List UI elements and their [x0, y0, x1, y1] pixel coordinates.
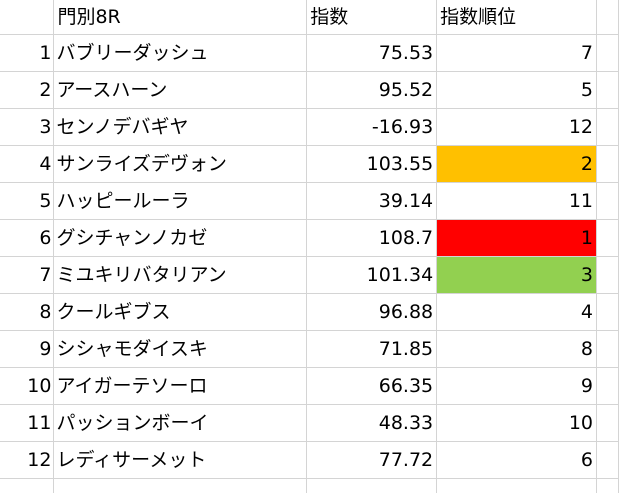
table-row: 1 バブリーダッシュ 75.53 7: [0, 34, 619, 72]
row-number-cell[interactable]: 8: [0, 293, 55, 331]
empty-cell[interactable]: [596, 145, 619, 183]
horse-name-cell[interactable]: アースハーン: [53, 71, 308, 109]
header-index-cell[interactable]: 指数: [306, 0, 438, 35]
index-rank-cell[interactable]: 5: [436, 71, 597, 109]
horse-name-cell[interactable]: レディサーメット: [53, 441, 308, 479]
row-number-cell[interactable]: 10: [0, 367, 55, 405]
table-row: 9 シシャモダイスキ 71.85 8: [0, 330, 619, 368]
empty-cell[interactable]: [596, 71, 619, 109]
index-value-cell[interactable]: 75.53: [306, 34, 438, 72]
horse-name-cell[interactable]: アイガーテソーロ: [53, 367, 308, 405]
index-rank-cell[interactable]: 4: [436, 293, 597, 331]
empty-cell[interactable]: [0, 478, 55, 493]
row-number-cell[interactable]: 7: [0, 256, 55, 294]
index-rank-cell[interactable]: 9: [436, 367, 597, 405]
index-value-cell[interactable]: 77.72: [306, 441, 438, 479]
empty-cell[interactable]: [306, 478, 438, 493]
table-row: 4 サンライズデヴォン 103.55 2: [0, 145, 619, 183]
empty-cell[interactable]: [596, 293, 619, 331]
index-rank-cell[interactable]: 12: [436, 108, 597, 146]
index-rank-cell[interactable]: 11: [436, 182, 597, 220]
header-rank-cell[interactable]: 指数順位: [436, 0, 597, 35]
horse-name-cell[interactable]: クールギブス: [53, 293, 308, 331]
horse-name-cell[interactable]: パッションボーイ: [53, 404, 308, 442]
row-number-cell[interactable]: 2: [0, 71, 55, 109]
index-value-cell[interactable]: 103.55: [306, 145, 438, 183]
row-number-cell[interactable]: 4: [0, 145, 55, 183]
index-value-cell[interactable]: 101.34: [306, 256, 438, 294]
index-value-cell[interactable]: -16.93: [306, 108, 438, 146]
table-row: 2 アースハーン 95.52 5: [0, 71, 619, 109]
empty-cell[interactable]: [596, 108, 619, 146]
table-row: 8 クールギブス 96.88 4: [0, 293, 619, 331]
index-rank-cell[interactable]: 2: [436, 145, 597, 183]
row-number-cell[interactable]: 5: [0, 182, 55, 220]
empty-cell[interactable]: [436, 478, 597, 493]
empty-cell[interactable]: [596, 219, 619, 257]
empty-cell[interactable]: [596, 0, 619, 35]
header-row: 門別8R 指数 指数順位: [0, 0, 619, 35]
index-value-cell[interactable]: 66.35: [306, 367, 438, 405]
table-row-partial: [0, 478, 619, 493]
table-row: 12 レディサーメット 77.72 6: [0, 441, 619, 479]
index-value-cell[interactable]: 96.88: [306, 293, 438, 331]
row-number-cell[interactable]: 12: [0, 441, 55, 479]
index-rank-cell[interactable]: 8: [436, 330, 597, 368]
table-row: 5 ハッピールーラ 39.14 11: [0, 182, 619, 220]
empty-cell[interactable]: [596, 478, 619, 493]
index-value-cell[interactable]: 71.85: [306, 330, 438, 368]
empty-cell[interactable]: [596, 182, 619, 220]
index-rank-cell[interactable]: 7: [436, 34, 597, 72]
header-name-cell[interactable]: 門別8R: [53, 0, 308, 35]
table-row: 10 アイガーテソーロ 66.35 9: [0, 367, 619, 405]
empty-cell[interactable]: [53, 478, 308, 493]
row-number-cell[interactable]: 6: [0, 219, 55, 257]
empty-cell[interactable]: [596, 441, 619, 479]
empty-cell[interactable]: [596, 34, 619, 72]
index-value-cell[interactable]: 95.52: [306, 71, 438, 109]
horse-name-cell[interactable]: ミユキリバタリアン: [53, 256, 308, 294]
index-value-cell[interactable]: 48.33: [306, 404, 438, 442]
row-number-cell[interactable]: 11: [0, 404, 55, 442]
table-row: 7 ミユキリバタリアン 101.34 3: [0, 256, 619, 294]
empty-cell[interactable]: [596, 330, 619, 368]
horse-name-cell[interactable]: サンライズデヴォン: [53, 145, 308, 183]
table-row: 11 パッションボーイ 48.33 10: [0, 404, 619, 442]
horse-name-cell[interactable]: センノデバギヤ: [53, 108, 308, 146]
horse-name-cell[interactable]: シシャモダイスキ: [53, 330, 308, 368]
index-rank-cell[interactable]: 3: [436, 256, 597, 294]
index-value-cell[interactable]: 39.14: [306, 182, 438, 220]
table-row: 3 センノデバギヤ -16.93 12: [0, 108, 619, 146]
horse-name-cell[interactable]: バブリーダッシュ: [53, 34, 308, 72]
empty-cell[interactable]: [596, 256, 619, 294]
empty-cell[interactable]: [596, 367, 619, 405]
horse-name-cell[interactable]: グシチャンノカゼ: [53, 219, 308, 257]
header-cell-blank[interactable]: [0, 0, 55, 35]
row-number-cell[interactable]: 9: [0, 330, 55, 368]
index-rank-cell[interactable]: 1: [436, 219, 597, 257]
table-row: 6 グシチャンノカゼ 108.7 1: [0, 219, 619, 257]
horse-name-cell[interactable]: ハッピールーラ: [53, 182, 308, 220]
row-number-cell[interactable]: 3: [0, 108, 55, 146]
empty-cell[interactable]: [596, 404, 619, 442]
index-rank-cell[interactable]: 10: [436, 404, 597, 442]
index-rank-cell[interactable]: 6: [436, 441, 597, 479]
row-number-cell[interactable]: 1: [0, 34, 55, 72]
index-value-cell[interactable]: 108.7: [306, 219, 438, 257]
